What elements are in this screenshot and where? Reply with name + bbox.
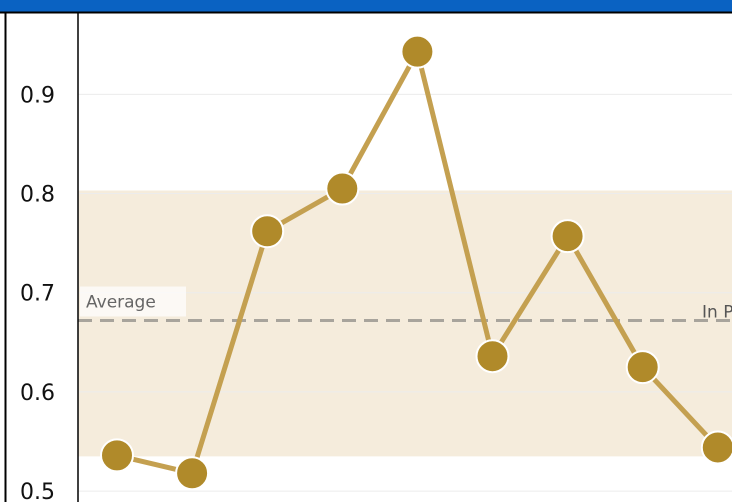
data-point <box>250 214 285 249</box>
data-point <box>100 438 134 473</box>
data-point <box>325 171 360 206</box>
y-tick-label: 0.9 <box>20 83 55 108</box>
average-label-bg <box>80 286 186 317</box>
header-bar <box>0 0 732 12</box>
data-point <box>175 456 210 491</box>
average-label: Average <box>86 292 156 312</box>
data-point <box>550 219 585 254</box>
band-label: In P <box>702 302 732 322</box>
data-point <box>400 34 435 69</box>
y-tick-label: 0.8 <box>20 183 55 208</box>
y-tick-label: 0.5 <box>20 480 55 502</box>
y-tick-label: 0.7 <box>20 282 55 307</box>
y-tick-label: 0.6 <box>20 381 55 406</box>
data-point <box>475 339 510 374</box>
range-band <box>78 190 732 457</box>
data-point <box>700 430 732 465</box>
data-point <box>625 350 660 385</box>
